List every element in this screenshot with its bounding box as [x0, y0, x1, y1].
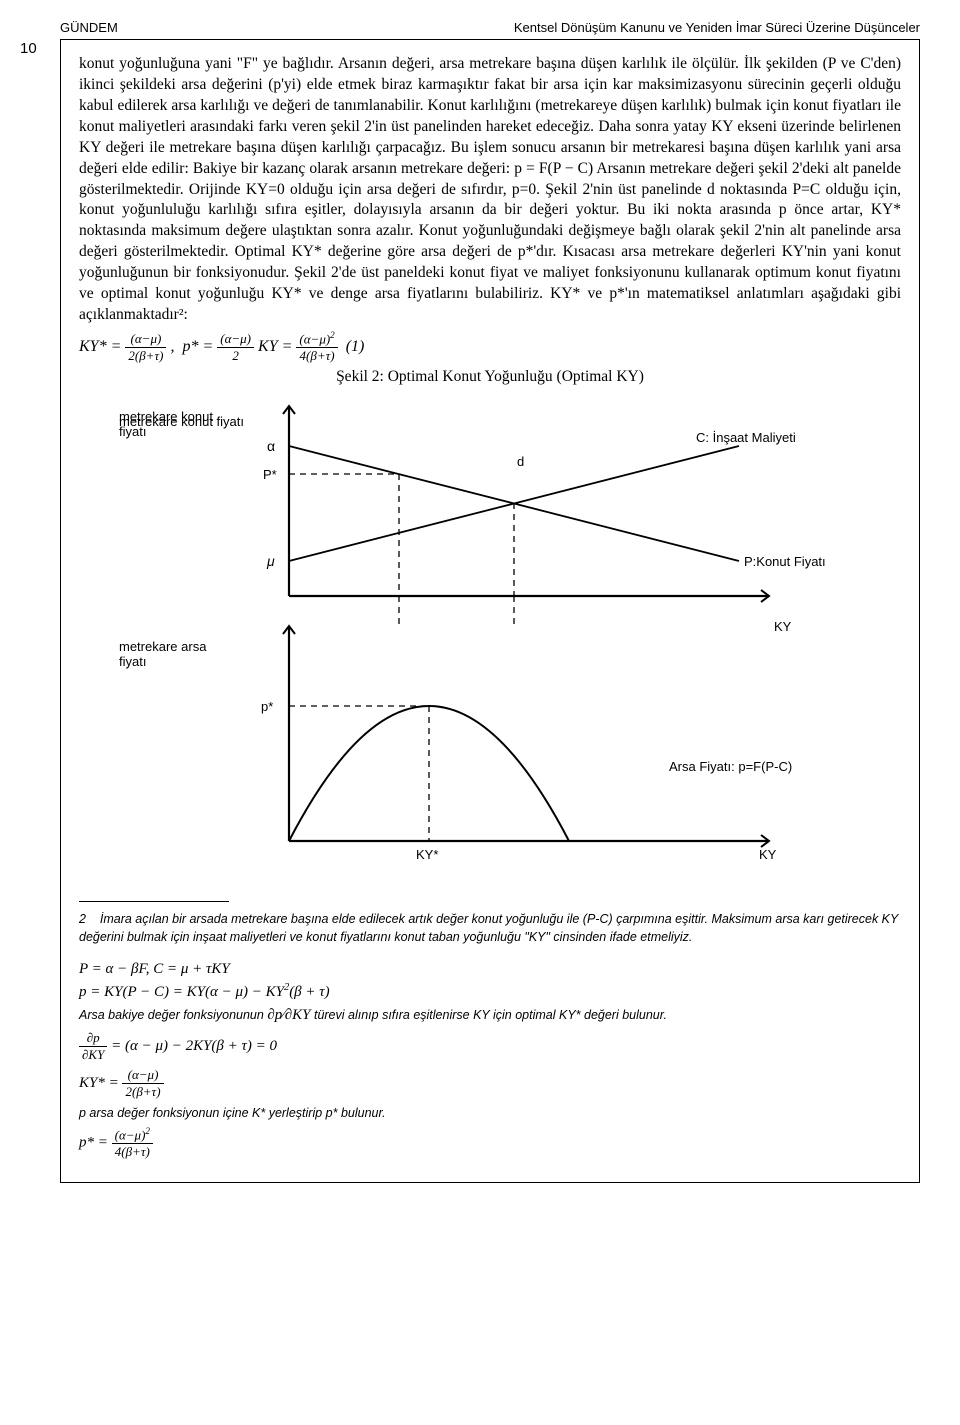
- mu-label: μ: [266, 553, 275, 569]
- header-right: Kentsel Dönüşüm Kanunu ve Yeniden İmar S…: [514, 20, 920, 35]
- math-line-1: P = α − βF, C = μ + τKY: [79, 961, 901, 978]
- p-line-label: P:Konut Fiyatı: [744, 554, 826, 569]
- d-label: d: [517, 454, 524, 469]
- top-ylabel-2: fiyatı: [119, 424, 146, 439]
- math-line-4: KY* = (α−μ)2(β+τ): [79, 1067, 901, 1100]
- math-line-3: ∂p∂KY = (α − μ) − 2KY(β + τ) = 0: [79, 1030, 901, 1063]
- math-text-2: p arsa değer fonksiyonun içine K* yerleş…: [79, 1106, 901, 1120]
- figure-caption: Şekil 2: Optimal Konut Yoğunluğu (Optima…: [79, 368, 901, 386]
- header-left: GÜNDEM: [60, 20, 118, 35]
- ky-bottom-label: KY: [759, 847, 777, 862]
- main-formula: KY* = (α−μ)2(β+τ) , p* = (α−μ)2 KY = (α−…: [79, 330, 901, 364]
- content-box: konut yoğunluğuna yani "F" ye bağlıdır. …: [60, 39, 920, 1183]
- math-line-2: p = KY(P − C) = KY(α − μ) − KY2(β + τ): [79, 982, 901, 1001]
- alpha-label: α: [267, 438, 275, 454]
- pstar-bottom-label: p*: [261, 699, 273, 714]
- chart-area: metrekare konut fiyatı α P* μ d C: İnşaa…: [79, 396, 901, 881]
- kystar-label: KY*: [416, 847, 438, 862]
- c-line-label: C: İnşaat Maliyeti: [696, 430, 796, 445]
- top-ylabel-1: metrekare konut: [119, 409, 213, 424]
- bottom-ylabel-1: metrekare arsa: [119, 639, 207, 654]
- arsa-label: Arsa Fiyatı: p=F(P-C): [669, 759, 792, 774]
- pstar-top-label: P*: [263, 467, 277, 482]
- bottom-ylabel-2: fiyatı: [119, 654, 146, 669]
- ky-top-label: KY: [774, 619, 792, 634]
- page-number: 10: [20, 40, 37, 57]
- footnote-divider: [79, 901, 229, 902]
- body-paragraph: konut yoğunluğuna yani "F" ye bağlıdır. …: [79, 54, 901, 326]
- math-text-1: Arsa bakiye değer fonksiyonunun ∂p⁄∂KY t…: [79, 1007, 901, 1024]
- footnote-text: 2 İmara açılan bir arsada metrekare başı…: [79, 910, 901, 946]
- math-line-5: p* = (α−μ)24(β+τ): [79, 1126, 901, 1160]
